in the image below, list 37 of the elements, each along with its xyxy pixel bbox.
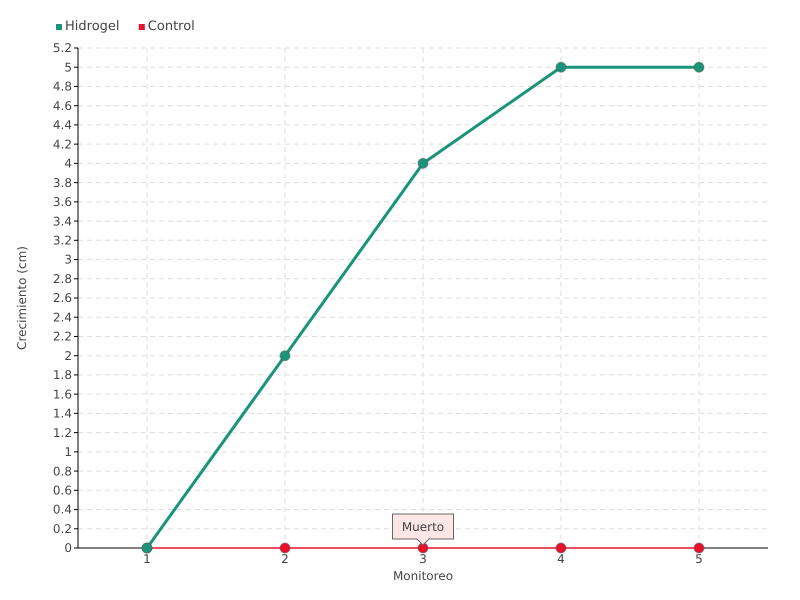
- annotation: Muerto: [402, 520, 444, 534]
- y-tick-label: 5: [64, 60, 72, 74]
- y-tick-label: 5.2: [52, 41, 72, 56]
- x-axis-title: Monitoreo: [392, 569, 454, 583]
- y-tick-label: 3.8: [52, 176, 72, 190]
- y-tick-label: 1.8: [52, 368, 72, 382]
- x-tick-label: 2: [281, 552, 289, 566]
- y-tick-label: 3.4: [52, 214, 72, 228]
- x-tick-label: 1: [143, 552, 151, 566]
- y-tick-label: 0: [64, 541, 72, 556]
- y-tick-label: 4.2: [52, 137, 72, 152]
- y-tick-label: 2: [64, 348, 72, 363]
- y-tick-label: 4: [64, 156, 72, 171]
- y-tick-label: 0.6: [52, 484, 72, 498]
- y-tick-label: 0.4: [52, 502, 72, 517]
- y-tick-label: 2.8: [52, 272, 72, 286]
- y-tick-label: 3.6: [52, 195, 72, 210]
- y-tick-label: 1.4: [52, 406, 72, 421]
- legend-label: Control: [148, 19, 195, 34]
- y-tick-label: 0.2: [52, 522, 72, 536]
- y-tick-label: 1.2: [52, 426, 72, 440]
- y-tick-label: 1.6: [52, 387, 72, 402]
- y-tick-label: 2.6: [52, 291, 72, 306]
- legend-label: Hidrogel: [65, 19, 120, 34]
- y-tick-label: 2.4: [52, 310, 72, 324]
- y-tick-label: 1: [64, 445, 72, 460]
- x-tick-label: 5: [695, 552, 703, 566]
- x-tick-label: 3: [419, 552, 427, 566]
- y-tick-label: 3: [64, 252, 72, 267]
- y-tick-label: 2.2: [52, 330, 72, 344]
- x-tick-label: 4: [557, 552, 565, 566]
- y-tick-label: 4.6: [52, 98, 72, 113]
- y-tick-label: 4.8: [52, 80, 72, 94]
- y-tick-label: 3.2: [52, 234, 72, 248]
- y-tick-label: 4.4: [52, 118, 72, 132]
- y-axis-title: Crecimiento (cm): [15, 246, 29, 350]
- y-tick-label: 0.8: [52, 464, 72, 478]
